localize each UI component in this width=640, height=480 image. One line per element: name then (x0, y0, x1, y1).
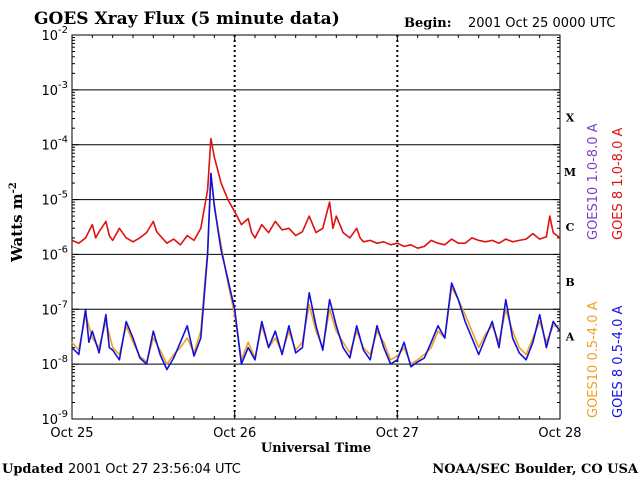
x-tick-label: Oct 25 (50, 426, 93, 441)
legend-goes10-long: GOES10 1.0-8.0 A (586, 123, 601, 240)
flare-class-label: X (566, 111, 575, 124)
flare-class-label: M (564, 166, 576, 179)
legend-goes8-long: GOES 8 1.0-8.0 A (611, 128, 626, 240)
flare-class-label: C (566, 221, 575, 234)
x-axis-label: Universal Time (261, 441, 371, 456)
y-tick-label: 10-4 (41, 135, 68, 154)
footer-credit: NOAA/SEC Boulder, CO USA (432, 462, 639, 477)
x-tick-label: Oct 28 (538, 426, 581, 441)
footer-updated-value: 2001 Oct 27 23:56:04 UTC (68, 462, 241, 477)
series-line (71, 137, 561, 249)
y-tick-label: 10-7 (41, 299, 68, 318)
footer-updated-label: Updated (2, 462, 63, 477)
y-tick-label: 10-2 (41, 25, 68, 44)
flare-class-label: B (565, 276, 574, 289)
y-tick-label: 10-8 (41, 354, 68, 373)
y-tick-label: 10-9 (41, 409, 68, 428)
y-axis-label: Watts m-2 (8, 182, 26, 263)
y-tick-label: 10-6 (41, 244, 68, 263)
x-tick-label: Oct 26 (213, 426, 256, 441)
y-tick-label: 10-5 (41, 190, 68, 209)
begin-value: 2001 Oct 25 0000 UTC (468, 16, 616, 31)
chart-title: GOES Xray Flux (5 minute data) (34, 9, 340, 29)
series-line (71, 172, 560, 365)
y-tick-label: 10-3 (41, 80, 68, 99)
flare-class-label: A (565, 331, 575, 344)
series-line (71, 172, 561, 371)
legend-goes10-short: GOES10 0.5-4.0 A (586, 301, 601, 418)
x-tick-label: Oct 27 (376, 426, 419, 441)
legend-goes8-short: GOES 8 0.5-4.0 A (611, 306, 626, 418)
begin-label: Begin: (404, 16, 452, 31)
